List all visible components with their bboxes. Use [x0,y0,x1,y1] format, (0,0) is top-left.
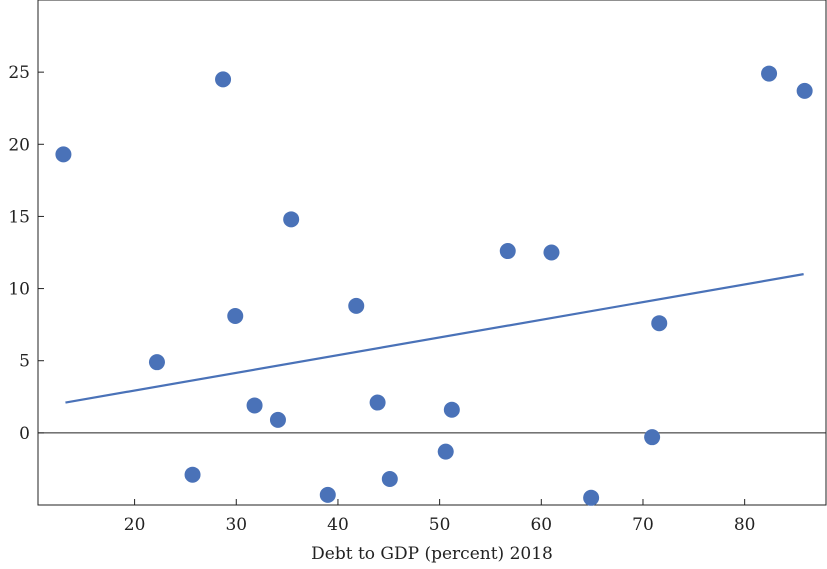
data-point [796,82,813,99]
data-point [215,71,232,88]
x-tick-label: 60 [530,515,552,535]
data-points [55,65,813,506]
y-axis-ticks: 0 5 10 15 20 25 [8,63,44,444]
data-point [381,471,398,488]
x-tick-label: 80 [734,515,756,535]
data-point [184,466,201,483]
data-point [499,243,516,260]
data-point [443,401,460,418]
y-tick-label: 10 [8,280,30,300]
data-point [246,397,263,414]
data-point [369,394,386,411]
x-tick-label: 70 [632,515,654,535]
x-tick-label: 40 [327,515,349,535]
data-point [761,65,778,82]
x-tick-label: 30 [225,515,247,535]
plot-frame [37,0,827,506]
data-point [269,411,286,428]
x-axis-ticks: 20 30 40 50 60 70 80 [124,499,756,535]
data-point [55,146,72,163]
data-point [348,297,365,314]
x-axis-title: Debt to GDP (percent) 2018 [311,544,553,564]
data-point [543,244,560,261]
data-point [583,489,600,506]
x-tick-label: 50 [429,515,451,535]
y-tick-label: 15 [8,207,30,227]
trend-line [65,273,804,404]
data-point [283,211,300,228]
y-tick-label: 20 [8,135,30,155]
y-tick-label: 5 [19,352,30,372]
data-point [644,429,661,446]
data-point [227,307,244,324]
data-point [437,443,454,460]
y-tick-label: 0 [19,424,30,444]
x-tick-label: 20 [124,515,146,535]
y-tick-label: 25 [8,63,30,83]
data-point [148,354,165,371]
data-point [651,315,668,332]
data-point [319,486,336,503]
